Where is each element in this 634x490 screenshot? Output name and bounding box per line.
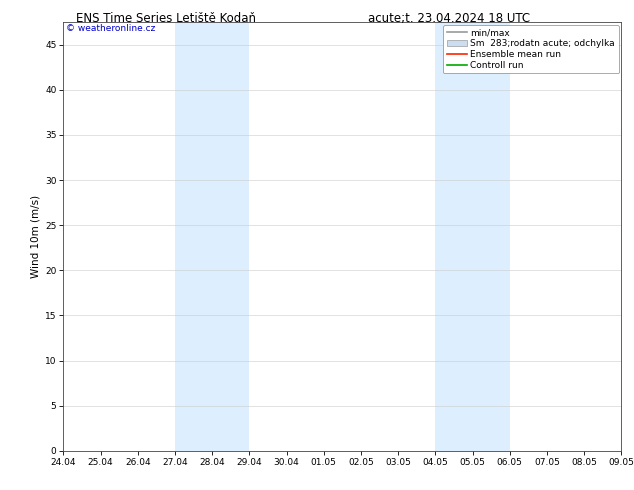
Bar <box>175 22 249 451</box>
Legend: min/max, Sm  283;rodatn acute; odchylka, Ensemble mean run, Controll run: min/max, Sm 283;rodatn acute; odchylka, … <box>443 25 619 74</box>
Text: acute;t. 23.04.2024 18 UTC: acute;t. 23.04.2024 18 UTC <box>368 12 530 25</box>
Bar <box>436 22 510 451</box>
Text: © weatheronline.cz: © weatheronline.cz <box>66 24 155 33</box>
Text: ENS Time Series Letiště Kodaň: ENS Time Series Letiště Kodaň <box>76 12 256 25</box>
Y-axis label: Wind 10m (m/s): Wind 10m (m/s) <box>31 195 41 278</box>
